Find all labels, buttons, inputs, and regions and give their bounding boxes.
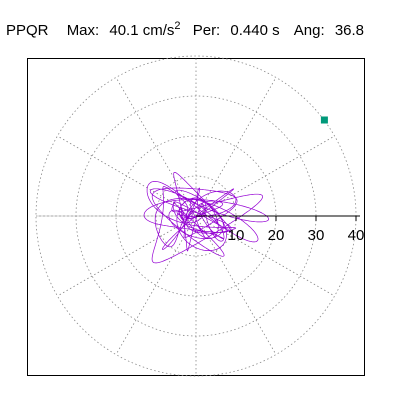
radial-tick-label-10: 10	[228, 227, 245, 244]
grid-spoke-210	[57, 215, 197, 297]
acceleration-trace	[143, 171, 269, 264]
angle-label: Ang:	[293, 22, 325, 39]
max-value: 40.1	[109, 22, 139, 39]
radial-tick-label-20: 20	[268, 227, 285, 244]
peak-marker	[320, 116, 328, 124]
grid-spoke-30	[195, 135, 335, 217]
radial-tick-label-40: 40	[348, 227, 365, 244]
grid-spoke-330	[195, 215, 335, 297]
max-unit: cm/s	[142, 22, 175, 39]
angle-value: 36.8	[334, 22, 365, 39]
grid-spoke-300	[195, 215, 277, 355]
trace-layer	[143, 171, 269, 264]
plot-header: PPQR Max: 40.1 cm/s2 Per: 0.440 s Ang: 3…	[6, 14, 394, 39]
period-value: 0.440 s	[230, 22, 280, 39]
marker-layer	[320, 116, 328, 124]
grid-spoke-240	[115, 215, 197, 355]
radial-tick-label-30: 30	[308, 227, 325, 244]
max-unit-exponent: 2	[174, 20, 181, 32]
max-label: Max:	[66, 22, 100, 39]
radial-axis: 10 20 30 40	[196, 215, 365, 244]
grid-spoke-120	[115, 77, 197, 217]
grid-spoke-60	[195, 77, 277, 217]
grid-spoke-150	[57, 135, 197, 217]
period-label: Per:	[192, 22, 221, 39]
station-code: PPQR	[6, 22, 49, 39]
